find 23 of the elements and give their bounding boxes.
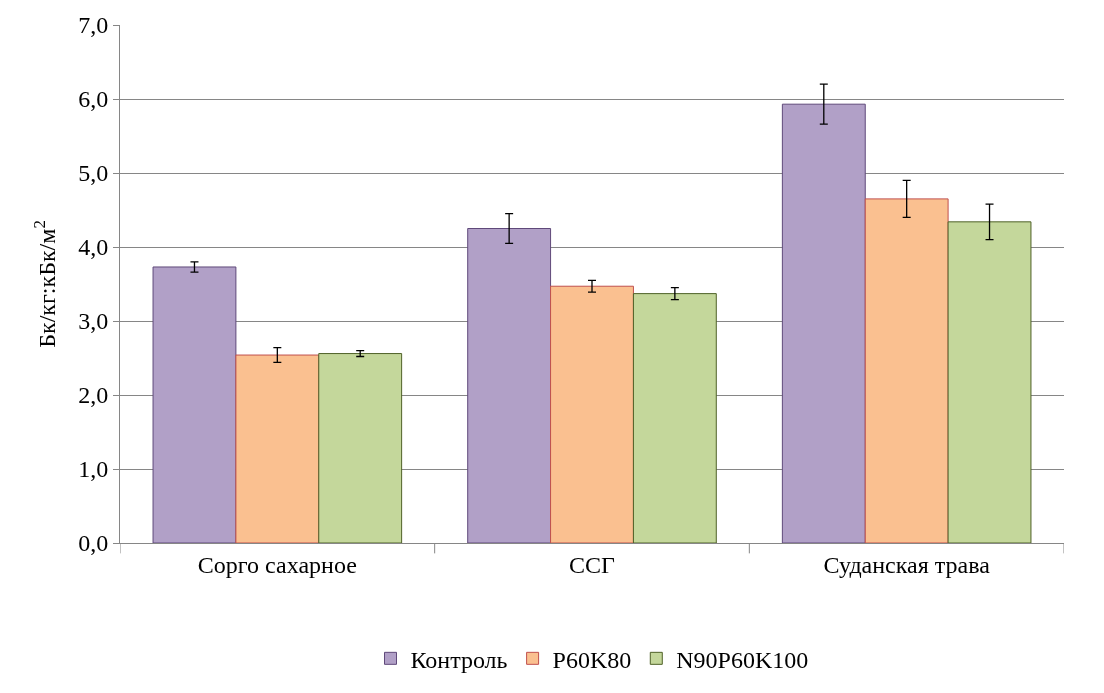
y-tick-label: 1,0 [78,456,109,483]
bar [864,198,949,543]
x-tick-label: ССГ [569,551,616,578]
bar [152,266,237,543]
legend-label: Контроль [410,646,508,673]
bar [947,221,1032,543]
legend-label: N90P60K100 [676,646,809,673]
y-tick-label: 5,0 [78,160,109,187]
bar [550,285,634,543]
bar [781,103,866,543]
bar [318,353,403,543]
y-tick-label: 2,0 [78,382,109,409]
x-tick-label: Суданская трава [823,551,991,578]
y-tick-label: 0,0 [78,530,109,557]
y-tick-label: 3,0 [78,308,109,335]
bar [632,293,717,543]
bar [467,228,552,543]
y-tick-label: 4,0 [78,234,109,261]
x-tick-label: Сорго сахарное [197,551,357,578]
bar [235,354,320,543]
y-tick-label: 6,0 [78,86,109,113]
legend-label: P60K80 [552,646,632,673]
y-tick-label: 7,0 [78,12,109,39]
